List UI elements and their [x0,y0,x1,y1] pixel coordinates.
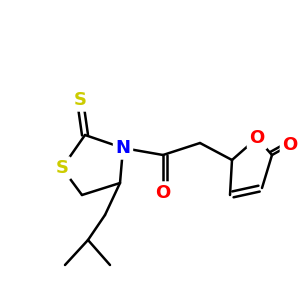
Text: N: N [116,139,130,157]
Text: S: S [56,159,68,177]
Text: O: O [249,129,265,147]
Text: O: O [155,184,171,202]
Text: O: O [282,136,298,154]
Text: S: S [74,91,86,109]
